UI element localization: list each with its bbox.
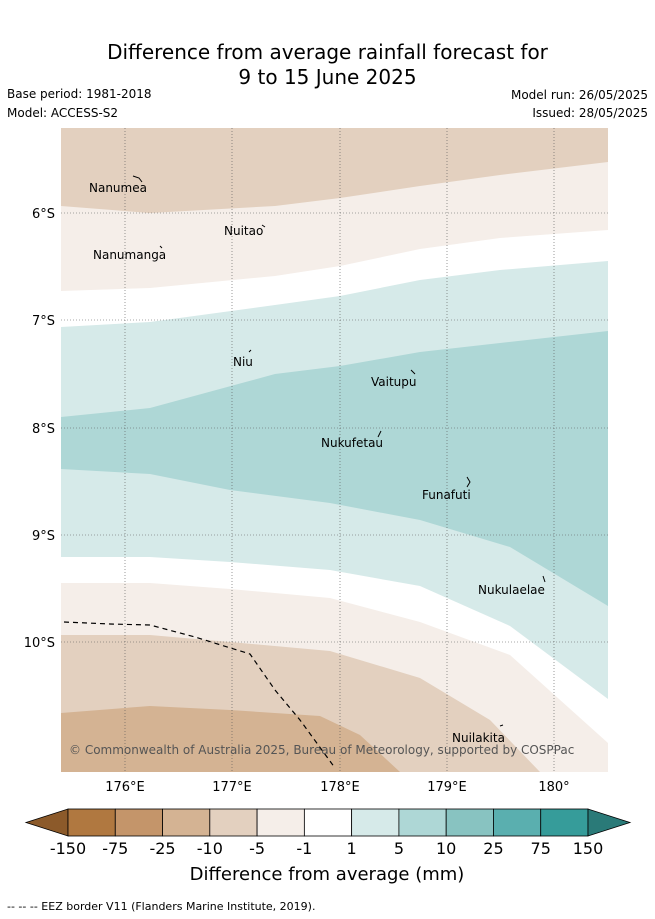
colorbar-segment [114,808,163,837]
colorbar-tick-label: -25 [149,839,175,858]
label-nuitao: Nuitao [224,224,263,238]
band-minus10-to-minus5-north [61,128,608,213]
colorbar-tick-label: -150 [50,839,86,858]
base-period: Base period: 1981-2018 [7,87,152,101]
label-nukufetau: Nukufetau [321,436,383,450]
issued-date: Issued: 28/05/2025 [532,106,648,120]
label-nanumea: Nanumea [89,181,147,195]
model-run: Model run: 26/05/2025 [510,88,648,102]
lon-label: 179°E [427,780,467,795]
colorbar-extend-high [587,808,632,837]
rainfall-map: Nanumea Nuitao Nanumanga Niu Vaitupu Nuk… [61,128,608,772]
lat-label: 7°S [32,314,55,329]
lat-label: 8°S [32,422,55,437]
map-gridlines [61,128,608,772]
model-name: Model: ACCESS-S2 [7,106,119,120]
lon-label: 178°E [320,780,360,795]
colorbar-label: Difference from average (mm) [190,864,465,885]
colorbar-tick-label: -1 [296,839,312,858]
colorbar-tick-label: 150 [573,839,604,858]
lat-label: 10°S [24,636,55,651]
colorbar-segment [445,808,494,837]
colorbar-segment [351,808,400,837]
colorbar-segment [540,808,589,837]
colorbar-tick-label: -5 [249,839,265,858]
label-funafuti: Funafuti [422,488,471,502]
colorbar-tick-label: 5 [394,839,404,858]
longitude-labels: 176°E 177°E 178°E 179°E 180° [105,780,569,795]
band-minus25-to-minus10-south [61,706,400,772]
island-shapes [132,175,546,727]
colorbar-tick-label: 25 [483,839,503,858]
colorbar [24,808,632,837]
latitude-labels: 6°S 7°S 8°S 9°S 10°S [24,207,55,651]
title-line-1: Difference from average rainfall forecas… [107,40,548,64]
colorbar-tick-label: 10 [436,839,456,858]
colorbar-tick-label: 75 [531,839,551,858]
lat-label: 9°S [32,529,55,544]
label-nukulaelae: Nukulaelae [478,583,545,597]
title-line-2: 9 to 15 June 2025 [238,65,417,89]
label-nanumanga: Nanumanga [93,248,166,262]
colorbar-tick-label: 1 [347,839,357,858]
lon-label: 177°E [212,780,252,795]
lat-label: 6°S [32,207,55,222]
colorbar-segment [493,808,542,837]
colorbar-ticks: -150 -75 -25 -10 -5 -1 1 5 10 25 75 150 [50,839,603,858]
label-niu: Niu [233,355,253,369]
chart-title: Difference from average rainfall forecas… [0,40,655,90]
label-nuilakita: Nuilakita [452,731,505,745]
colorbar-tick-label: -75 [102,839,128,858]
colorbar-segment [303,808,353,837]
copyright-notice: © Commonwealth of Australia 2025, Bureau… [69,743,574,757]
label-vaitupu: Vaitupu [371,375,417,389]
colorbar-extend-low [24,808,69,837]
colorbar-tick-label: -10 [197,839,223,858]
lon-label: 180° [538,780,569,795]
colorbar-segment [256,808,305,837]
colorbar-segment [398,808,447,837]
eez-legend: -- -- -- EEZ border V11 (Flanders Marine… [7,900,316,913]
colorbar-segment [162,808,211,837]
colorbar-segment [67,808,116,837]
lon-label: 176°E [105,780,145,795]
colorbar-segment [209,808,258,837]
